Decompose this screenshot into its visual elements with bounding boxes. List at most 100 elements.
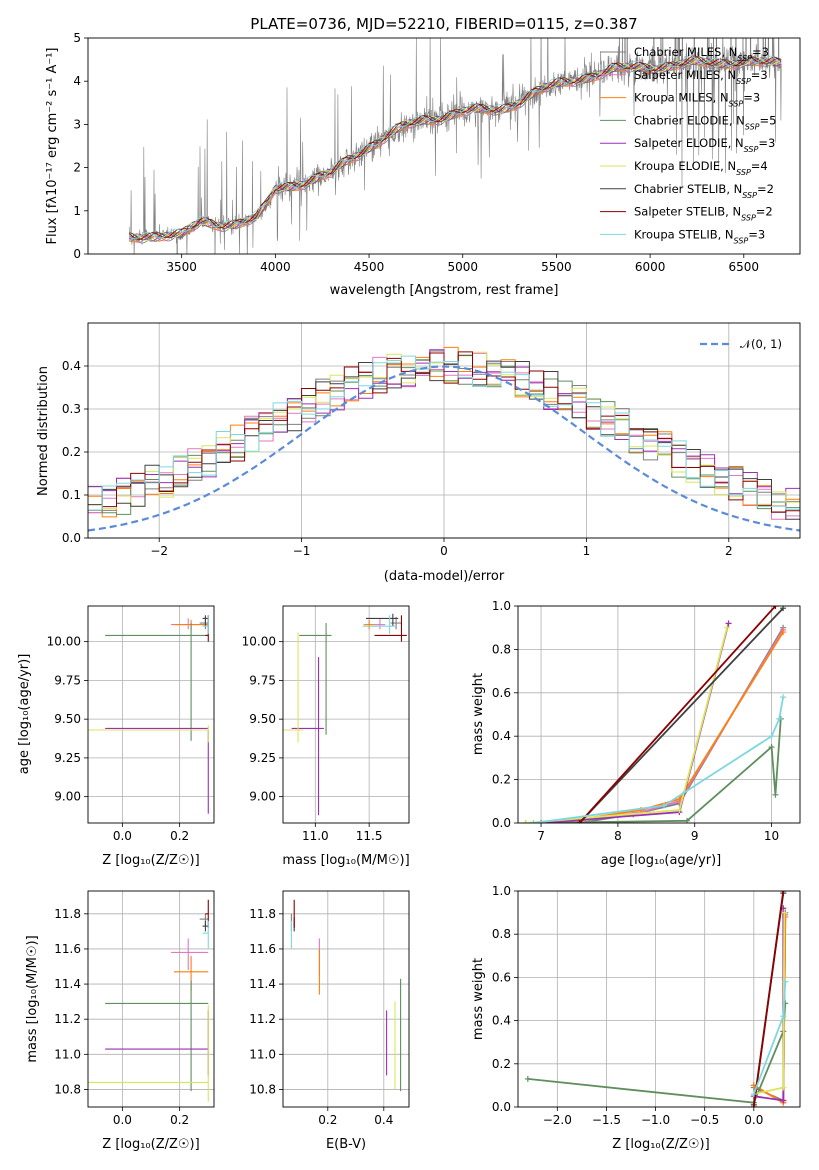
x-tick-label: 0.2: [318, 1113, 337, 1127]
legend-label: Kroupa MILES, NSSP=3: [634, 91, 760, 109]
x-tick-label: 0.2: [170, 829, 189, 843]
y-tick-label: 0.2: [492, 773, 511, 787]
legend-subscript: SSP: [745, 122, 760, 131]
model-spectrum: [129, 56, 782, 241]
weight-marker: [768, 733, 775, 740]
mass-ebv-xlabel: E(B-V): [326, 1137, 366, 1152]
legend-subscript: SSP: [734, 236, 749, 245]
weight-marker: [750, 1104, 757, 1107]
weight-marker: [725, 620, 732, 627]
legend-value: =3: [751, 68, 768, 82]
weight-marker: [782, 978, 789, 985]
model-spectrum: [129, 57, 782, 242]
y-tick-label: 0.0: [492, 816, 511, 830]
axes: 0.0 0.2 9.00 9.25 9.50 9.75 10.00: [47, 605, 215, 843]
weight-marker: [772, 606, 779, 609]
legend-subscript: SSP: [737, 54, 752, 63]
weight-z-ylabel: mass weight: [471, 958, 486, 1040]
residual-panel: −2 −1 0 1 2 0.0 0.1 0.2 0.3 0.4 𝒩(0, 1): [62, 322, 801, 558]
plot-area: [88, 899, 209, 1102]
weight-age-xlabel: age [log₁₀(age/yr)]: [601, 853, 722, 868]
normal-curve: [88, 365, 800, 532]
legend-label: Salpeter ELODIE, NSSP=3: [634, 136, 775, 154]
y-tick-label: 11.0: [249, 1047, 276, 1061]
x-tick-label: 1: [583, 544, 591, 558]
legend-label: Chabrier ELODIE, NSSP=5: [634, 113, 776, 130]
weight-line: [527, 1003, 787, 1104]
weight-line: [563, 629, 784, 823]
weight-z-xlabel: Z [log₁₀(Z/Z☉)]: [612, 1137, 709, 1152]
y-tick-label: 0.0: [62, 531, 81, 545]
y-tick-label: 1.0: [492, 599, 511, 613]
age-vs-metallicity-panel: 0.0 0.2 9.00 9.25 9.50 9.75 10.00: [47, 605, 215, 843]
y-tick-label: 0.4: [492, 1014, 511, 1028]
spectrum-panel: 3500 4000 4500 5000 5500 6000 6500 0 1 2 3 4 5 Chabri…: [73, 31, 801, 274]
x-tick-label: 3500: [166, 260, 197, 274]
weight-marker: [530, 820, 537, 823]
y-tick-label: 0.6: [492, 970, 511, 984]
weight-line: [578, 606, 777, 823]
legend-value: =4: [751, 159, 768, 173]
y-tick-label: 9.75: [249, 673, 276, 687]
legend-subscript: SSP: [729, 99, 744, 108]
spectrum-xlabel: wavelength [Angstrom, rest frame]: [330, 283, 559, 298]
x-tick-label: 11.5: [356, 829, 383, 843]
x-tick-label: 8: [614, 829, 622, 843]
weight-marker: [660, 802, 667, 809]
x-tick-label: 9: [691, 829, 699, 843]
x-tick-label: 6000: [635, 260, 666, 274]
mass-weight-vs-age-panel: 7 8 9 10 0.0 0.2 0.4 0.6 0.8 1.0: [492, 599, 801, 843]
y-tick-label: 3: [73, 117, 81, 131]
y-tick-label: 9.25: [249, 751, 276, 765]
plot-area: [88, 346, 800, 532]
x-tick-label: 5000: [447, 260, 478, 274]
y-tick-label: 9.00: [54, 790, 81, 804]
grid: [518, 605, 800, 824]
residual-ylabel: Normed distribution: [36, 366, 51, 496]
legend-value: =2: [756, 205, 773, 219]
x-tick-label: −2: [150, 544, 168, 558]
x-tick-label: 0.0: [744, 1113, 763, 1127]
model-spectrum: [128, 55, 782, 240]
y-tick-label: 11.2: [249, 1012, 276, 1026]
plot-area: [128, 38, 782, 254]
legend-label: Kroupa ELODIE, NSSP=4: [634, 159, 768, 177]
legend-label: Chabrier MILES, NSSP=3: [634, 45, 769, 63]
weight-marker: [780, 891, 787, 894]
legend-subscript: SSP: [741, 213, 756, 222]
plot-area: [524, 891, 789, 1107]
legend-label: Salpeter STELIB, NSSP=2: [634, 205, 773, 223]
y-tick-label: 0.6: [492, 686, 511, 700]
y-tick-label: 11.4: [249, 977, 276, 991]
x-tick-label: 0.2: [170, 1113, 189, 1127]
grid: [88, 606, 214, 823]
y-tick-label: 11.8: [249, 907, 276, 921]
y-tick-label: 11.6: [54, 942, 81, 956]
x-tick-label: −0.5: [690, 1113, 719, 1127]
age-z-xlabel: Z [log₁₀(Z/Z☉)]: [102, 853, 199, 868]
y-tick-label: 9.50: [54, 712, 81, 726]
y-tick-label: 2: [73, 161, 81, 175]
weight-marker: [776, 715, 783, 722]
weight-marker: [780, 1097, 787, 1104]
x-tick-label: 0: [440, 544, 448, 558]
weight-marker: [772, 791, 779, 798]
y-tick-label: 0.3: [62, 402, 81, 416]
mass-vs-metallicity-panel: 0.0 0.2 10.8 11.0 11.2 11.4 11.6 11.8: [54, 890, 215, 1127]
x-tick-label: 11.0: [302, 829, 329, 843]
y-tick-label: 9.50: [249, 712, 276, 726]
legend-value: =3: [743, 91, 760, 105]
plot-area: [88, 615, 209, 814]
y-tick-label: 1: [73, 204, 81, 218]
weight-line: [533, 696, 784, 823]
legend-value: =3: [748, 227, 765, 241]
spectrum-legend: Chabrier MILES, NSSP=3 Salpeter MILES, NS…: [600, 45, 776, 245]
grid: [283, 606, 409, 823]
y-tick-label: 10.8: [54, 1082, 81, 1096]
residual-histogram: [88, 355, 800, 511]
legend-subscript: SSP: [736, 76, 751, 85]
y-tick-label: 0.2: [492, 1057, 511, 1071]
y-tick-label: 1.0: [492, 884, 511, 898]
spectrum-ylabel: Flux [fλ10⁻¹⁷ erg cm⁻² s⁻¹ A⁻¹]: [45, 48, 60, 245]
y-tick-label: 0.4: [492, 729, 511, 743]
